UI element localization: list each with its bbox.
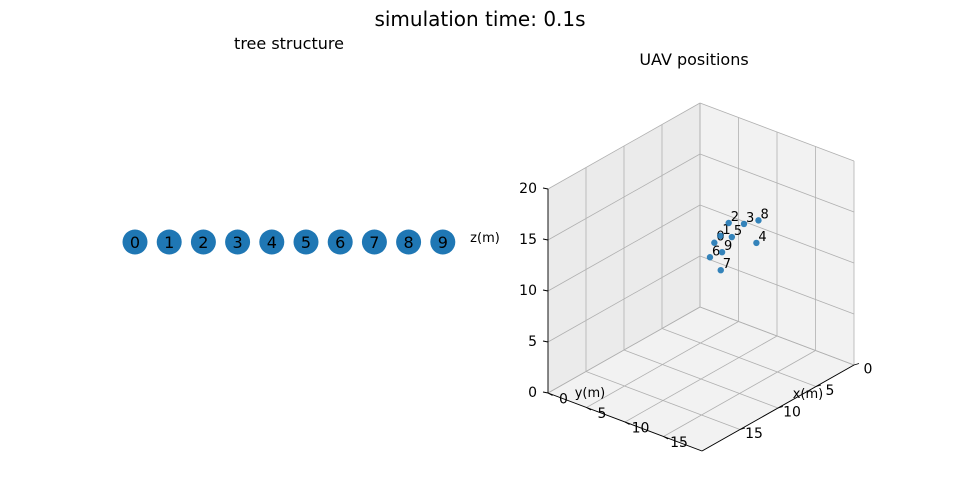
- tree-node-label: 7: [369, 233, 379, 252]
- uav-point-label: 1: [722, 223, 730, 238]
- grid-line: [547, 102, 701, 190]
- x-tick-label: 0: [559, 392, 568, 408]
- tree-node-label: 8: [404, 233, 414, 252]
- uav-point: [753, 239, 760, 247]
- z-tick: [542, 238, 549, 241]
- x-tick: [586, 407, 592, 411]
- tree-node-label: 9: [438, 233, 448, 252]
- grid-line: [585, 371, 741, 430]
- z-tick-label: 20: [519, 181, 537, 197]
- uav-point-label: 8: [760, 207, 768, 222]
- z-tick: [542, 289, 549, 292]
- uav-point-label: 6: [712, 244, 720, 259]
- tree-node-label: 6: [335, 233, 345, 252]
- tree-node: [430, 229, 456, 255]
- y-tick: [739, 427, 746, 430]
- uav-point: [706, 254, 714, 261]
- tree-title: tree structure: [234, 34, 344, 53]
- grid-line: [547, 204, 701, 292]
- y-tick-label: 10: [783, 405, 801, 421]
- tree-node: [259, 229, 285, 255]
- uav-point: [711, 239, 718, 246]
- tree-node: [396, 229, 422, 255]
- uav-point: [717, 232, 724, 240]
- tree-node: [156, 229, 182, 255]
- grid-line: [699, 102, 855, 162]
- y-tick-label: 15: [745, 426, 763, 442]
- x-tick-label: 10: [632, 421, 650, 437]
- tree-node-label: 3: [233, 233, 243, 252]
- uav-point-label: 9: [724, 239, 732, 254]
- tree-panel: tree structure 0 1 2 3 4 5 6 7 8 9: [122, 34, 456, 255]
- z-tick: [542, 391, 549, 394]
- z-axis-label: z(m): [470, 231, 500, 246]
- tree-nodes: 0 1 2 3 4 5 6 7 8 9: [122, 229, 456, 255]
- z-tick: [542, 340, 549, 343]
- uav-title: UAV positions: [639, 50, 748, 69]
- z-tick: [542, 187, 549, 190]
- tree-node-label: 2: [198, 233, 208, 252]
- grid-line: [699, 153, 855, 213]
- uav-point-label: 3: [746, 211, 754, 226]
- z-tick-label: 0: [528, 385, 537, 401]
- z-tick-label: 15: [519, 232, 537, 248]
- z-tick-label: 10: [519, 283, 537, 299]
- x-tick: [624, 421, 630, 425]
- uav-point: [728, 233, 736, 241]
- grid-line: [623, 349, 779, 409]
- y-tick: [777, 406, 784, 409]
- x-tick: [663, 436, 669, 440]
- uav-point: [717, 267, 724, 274]
- tree-node: [122, 229, 148, 255]
- figure-title: simulation time: 0.1s: [374, 7, 585, 31]
- uav-point-label: 2: [731, 210, 739, 225]
- y-tick-label: 5: [826, 383, 835, 399]
- uav-point-label: 7: [723, 257, 731, 272]
- uav-point-label: 4: [758, 230, 766, 245]
- y-tick: [815, 384, 822, 387]
- uav-point: [718, 248, 726, 256]
- grid-line: [663, 350, 816, 437]
- tree-node-label: 0: [130, 233, 140, 252]
- uav-point: [740, 220, 748, 228]
- tree-node-label: 5: [301, 233, 311, 252]
- x-tick-label: 15: [670, 435, 688, 451]
- tree-node: [190, 229, 216, 255]
- grid-line: [699, 204, 855, 264]
- x-tick: [547, 392, 553, 396]
- y-tick: [853, 363, 860, 366]
- uav-point: [755, 217, 762, 224]
- y-axis-label: y(m): [575, 386, 606, 401]
- z-tick-label: 5: [528, 334, 537, 350]
- tree-node: [361, 229, 387, 255]
- tree-node: [225, 229, 251, 255]
- grid-line: [547, 153, 701, 241]
- x-tick-label: 5: [598, 406, 607, 422]
- y-tick-label: 0: [864, 362, 873, 378]
- tree-node: [327, 229, 353, 255]
- tree-node: [293, 229, 319, 255]
- tree-node-label: 4: [267, 233, 277, 252]
- uav-axes: [547, 102, 855, 452]
- uav-point: [725, 219, 732, 227]
- uav-point-label: 5: [734, 224, 742, 239]
- x-axis-label: x(m): [793, 387, 824, 402]
- tree-node-label: 1: [164, 233, 174, 252]
